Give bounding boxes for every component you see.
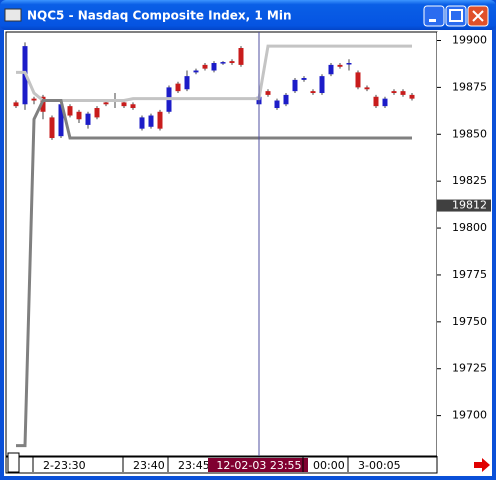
candle-body — [319, 76, 325, 94]
candle-body — [283, 94, 289, 105]
candle-body — [274, 100, 280, 109]
title-bar — [0, 0, 496, 30]
candle-body — [292, 79, 298, 92]
candle-body — [58, 104, 64, 137]
window-title: NQC5 - Nasdaq Composite Index, 1 Min — [27, 9, 292, 23]
y-tick-label: 19750 — [452, 315, 487, 328]
candle-body — [94, 108, 100, 118]
cursor-time-box — [208, 458, 308, 472]
y-tick-label: 19900 — [452, 34, 487, 47]
candle-body — [238, 48, 244, 65]
y-axis-area — [437, 32, 491, 456]
candle-body — [157, 111, 163, 129]
x-tick-label: 3-00:05 — [358, 459, 401, 472]
candle-body — [373, 96, 379, 107]
candle-body — [382, 98, 388, 107]
x-tick-label: 2-23:30 — [43, 459, 86, 472]
candle-body — [130, 104, 136, 109]
candle-body — [175, 83, 181, 92]
y-tick-label: 19875 — [452, 80, 487, 93]
y-tick-label: 19850 — [452, 127, 487, 140]
candle-body — [301, 78, 307, 80]
candle-body — [148, 115, 154, 127]
y-tick-label: 19800 — [452, 221, 487, 234]
candle-body — [76, 111, 82, 120]
candle-body — [409, 94, 415, 99]
candle-body — [67, 106, 73, 116]
candle-body — [40, 96, 46, 112]
candle-body — [202, 64, 208, 69]
candle-body — [85, 113, 91, 125]
indicator-line — [16, 99, 412, 448]
candle-body — [337, 64, 343, 67]
candle-body — [49, 117, 55, 139]
close-button[interactable] — [467, 5, 489, 27]
candle-body — [184, 76, 190, 90]
maximize-button[interactable] — [445, 5, 467, 27]
app-icon — [4, 8, 22, 22]
scroll-box[interactable] — [7, 452, 20, 473]
candle-body — [121, 102, 127, 107]
indicator-line — [16, 44, 412, 103]
cursor-time-label: 12-02-03 23:55 — [216, 459, 301, 472]
cursor-price-label: 19812 — [452, 199, 487, 212]
x-tick-label: 00:00 — [313, 459, 345, 472]
x-tick-label: 23:45 — [178, 459, 210, 472]
y-tick-label: 19775 — [452, 268, 487, 281]
candle-body — [211, 63, 217, 71]
y-tick-label: 19700 — [452, 409, 487, 422]
y-tick-label: 19825 — [452, 174, 487, 187]
candle-body — [220, 62, 226, 64]
candle-body — [265, 91, 271, 95]
candle-body — [391, 91, 397, 94]
candle-body — [400, 91, 406, 95]
candle-body — [139, 117, 145, 129]
candle-body — [346, 63, 352, 65]
candle-body — [193, 70, 199, 73]
candle-body — [103, 102, 109, 105]
candle-body — [310, 91, 316, 94]
candle-body — [229, 61, 235, 64]
y-tick-label: 19725 — [452, 362, 487, 375]
scroll-right-arrow[interactable] — [474, 458, 490, 472]
candle-body — [328, 64, 334, 75]
candle-body — [364, 87, 370, 90]
candle-body — [31, 98, 37, 101]
x-tick-label: 23:40 — [133, 459, 165, 472]
cursor-price-box — [437, 199, 491, 212]
candle-body — [13, 102, 19, 107]
minimize-button[interactable] — [423, 5, 445, 27]
plot-area — [5, 31, 438, 457]
candle-body — [355, 72, 361, 88]
